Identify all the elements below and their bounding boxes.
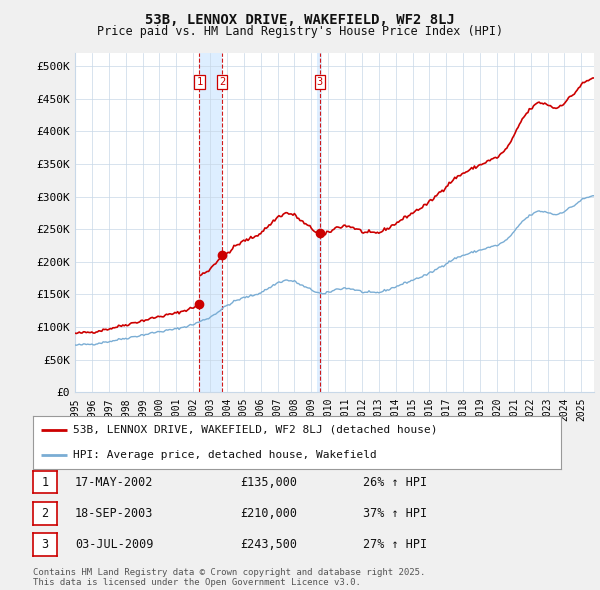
Text: 2: 2 — [41, 507, 49, 520]
Text: 1: 1 — [41, 476, 49, 489]
Text: 27% ↑ HPI: 27% ↑ HPI — [363, 538, 427, 551]
Text: £135,000: £135,000 — [240, 476, 297, 489]
Text: 18-SEP-2003: 18-SEP-2003 — [75, 507, 154, 520]
Text: 1: 1 — [196, 77, 203, 87]
Text: 3: 3 — [41, 538, 49, 551]
Text: 53B, LENNOX DRIVE, WAKEFIELD, WF2 8LJ (detached house): 53B, LENNOX DRIVE, WAKEFIELD, WF2 8LJ (d… — [73, 425, 437, 435]
Text: 17-MAY-2002: 17-MAY-2002 — [75, 476, 154, 489]
Text: 26% ↑ HPI: 26% ↑ HPI — [363, 476, 427, 489]
Text: HPI: Average price, detached house, Wakefield: HPI: Average price, detached house, Wake… — [73, 450, 376, 460]
Bar — [317, 53, 322, 392]
Text: Contains HM Land Registry data © Crown copyright and database right 2025.
This d: Contains HM Land Registry data © Crown c… — [33, 568, 425, 587]
Text: 37% ↑ HPI: 37% ↑ HPI — [363, 507, 427, 520]
Text: £210,000: £210,000 — [240, 507, 297, 520]
Bar — [199, 53, 222, 392]
Text: 53B, LENNOX DRIVE, WAKEFIELD, WF2 8LJ: 53B, LENNOX DRIVE, WAKEFIELD, WF2 8LJ — [145, 13, 455, 27]
Text: 03-JUL-2009: 03-JUL-2009 — [75, 538, 154, 551]
Text: 3: 3 — [317, 77, 323, 87]
Text: 2: 2 — [219, 77, 225, 87]
Text: Price paid vs. HM Land Registry's House Price Index (HPI): Price paid vs. HM Land Registry's House … — [97, 25, 503, 38]
Text: £243,500: £243,500 — [240, 538, 297, 551]
